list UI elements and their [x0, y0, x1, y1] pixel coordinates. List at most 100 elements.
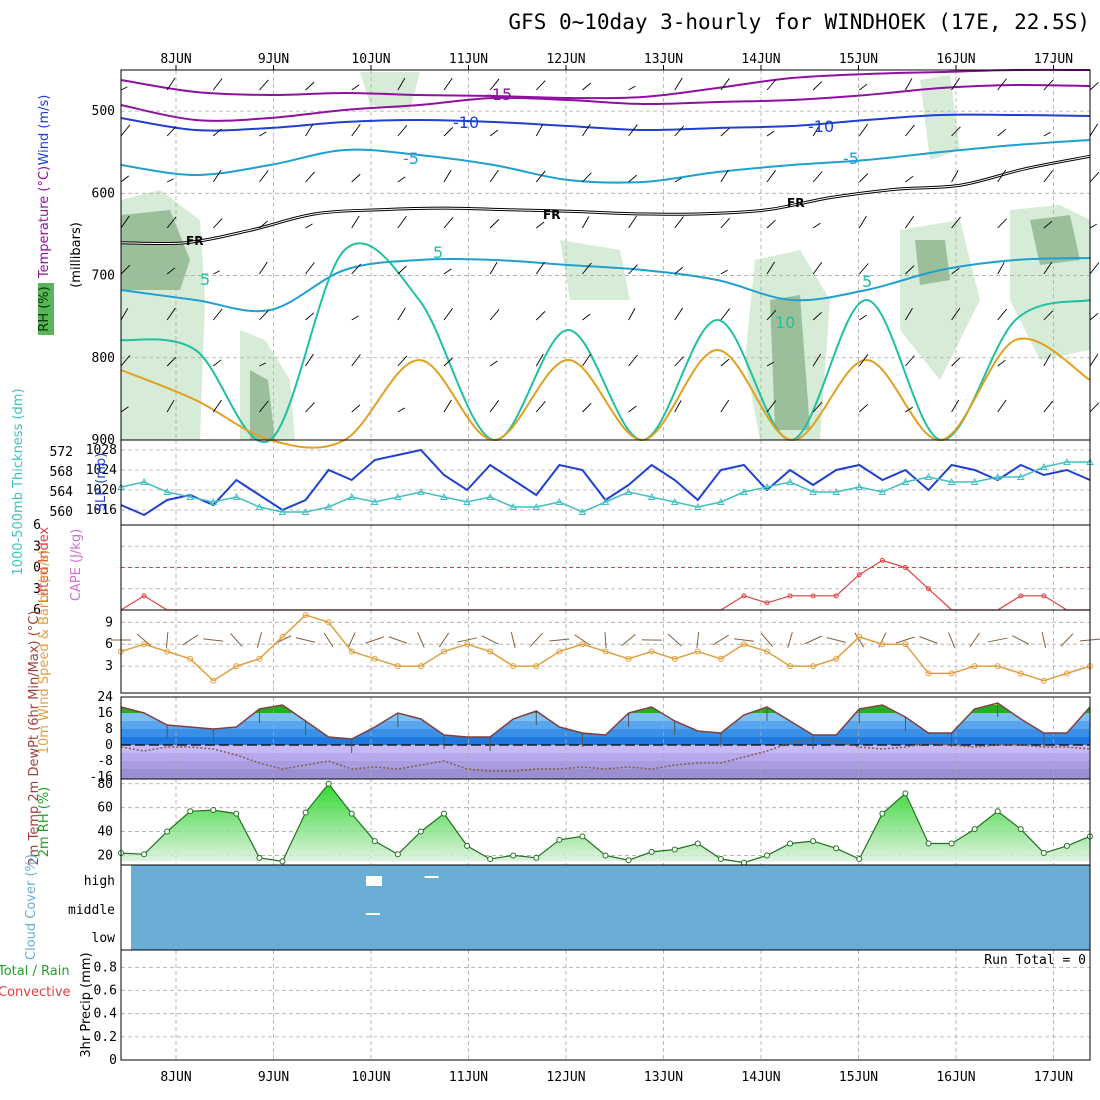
wind-barb [259, 310, 269, 321]
li-marker [879, 557, 885, 563]
wind-barb [535, 401, 546, 413]
rh-marker [787, 840, 794, 847]
wind-speed-marker [925, 670, 932, 677]
wind-barb [305, 223, 313, 229]
thickness-marker [440, 492, 448, 500]
rh-marker [348, 810, 355, 817]
rh-marker [879, 810, 886, 817]
wind-barb [1089, 262, 1100, 275]
wind-barb [489, 78, 500, 91]
axis-label: RH (%) [37, 286, 52, 331]
thickness-marker [601, 497, 610, 505]
wind-barb [858, 123, 868, 137]
axis-label-group: 10m Wind Speed & Barbs (m/s) [37, 550, 52, 755]
wind-barb [858, 403, 869, 413]
wind-barb [305, 123, 314, 137]
thickness-line [120, 461, 1090, 513]
wind-barb [259, 170, 269, 183]
rh-marker [740, 859, 747, 866]
contour-label: FR [186, 234, 203, 248]
precip-tick-label: 0.6 [94, 984, 117, 999]
slp-tick-label: 1020 [86, 483, 117, 498]
wind-barb [951, 267, 960, 275]
wind-barb [1012, 635, 1030, 645]
thickness-marker [809, 487, 817, 495]
wind-barb [120, 406, 129, 413]
wind-barb [628, 405, 637, 413]
rh-marker [371, 838, 378, 845]
wind-barb [733, 638, 754, 642]
wind-barb [457, 637, 477, 643]
wind-barb [212, 399, 222, 413]
wind-speed-marker [302, 612, 309, 618]
wind-barb [166, 126, 177, 137]
wind-barb [812, 222, 821, 229]
wind-barb [351, 215, 360, 229]
wind-barb [351, 173, 361, 183]
wind-barb [305, 402, 315, 413]
wind-barb [536, 221, 545, 229]
temperature-contour [120, 337, 1091, 449]
slp-tick-label: 1024 [86, 463, 117, 478]
axis-label-part: 2m RH (%) [37, 787, 52, 858]
rh-marker [464, 842, 471, 849]
wind-barb [720, 399, 730, 413]
rh-shading-dense [770, 295, 810, 430]
axis-label: SLP (mb) [94, 453, 109, 512]
thickness-marker [324, 502, 333, 510]
wind-speed-marker [787, 663, 794, 670]
thickness-marker [924, 472, 933, 480]
wind-barb [351, 263, 362, 275]
wind-speed-marker [141, 641, 148, 648]
thickness-marker [509, 502, 518, 510]
contour-label: 5 [862, 272, 872, 291]
wind-barb [826, 637, 846, 643]
wind-barb [628, 308, 636, 321]
wind-barb [212, 169, 222, 183]
date-tick-label: 16JUN [936, 1070, 975, 1085]
wind-barb [766, 400, 777, 413]
wind-speed-marker [879, 641, 886, 648]
rh-marker [671, 846, 678, 853]
wind-barb [905, 175, 914, 183]
pressure-tick-label: 700 [92, 269, 115, 284]
precip-tick-label: 0.4 [94, 1007, 118, 1022]
wind-barb [951, 170, 959, 183]
wind-barb [1043, 310, 1054, 321]
rh-tick-label: 60 [97, 801, 113, 816]
axis-label: 2m RH (%) [37, 787, 52, 858]
slp-thickness-panel: 1016 1020 1024 1028 560 564 568 572 1000-500mb T… [11, 388, 1094, 576]
wind-barb [535, 124, 544, 137]
wind-barb [120, 307, 129, 321]
axis-label: (millibars) [69, 222, 84, 288]
date-tick-label: 10JUN [351, 1070, 390, 1085]
contour-label: -10 [453, 113, 479, 132]
wind-barb [997, 78, 1007, 91]
rh-marker [141, 851, 148, 858]
rh-marker [210, 807, 217, 814]
wind-speed-marker [740, 641, 747, 648]
wind-barb [535, 80, 546, 91]
wind-speed-marker [533, 663, 540, 670]
rh-marker [510, 852, 517, 859]
wind-barb [858, 263, 869, 275]
wind-barb [120, 355, 131, 367]
axis-label-part: RH (%) [37, 286, 52, 331]
rh-marker [694, 840, 701, 847]
rh-marker [579, 833, 586, 840]
wind-barb [295, 637, 316, 643]
wind-barb [120, 215, 130, 229]
axis-label: 1000-500mb Thickness (dm) [11, 388, 26, 575]
wind-barb [905, 307, 913, 321]
axis-label-part: Wind (m/s) [37, 95, 52, 166]
rh-marker [256, 854, 263, 861]
thickness-marker [947, 477, 956, 485]
rh-marker [625, 857, 632, 864]
temperature-band [121, 713, 1090, 721]
panel-frame [120, 439, 1091, 526]
axis-label-group: 3hr Precip (mm) [79, 952, 94, 1057]
wind-barb [997, 218, 1007, 229]
wind-barb [1089, 312, 1099, 321]
thickness-marker [878, 487, 887, 495]
wind-barb [213, 270, 220, 275]
